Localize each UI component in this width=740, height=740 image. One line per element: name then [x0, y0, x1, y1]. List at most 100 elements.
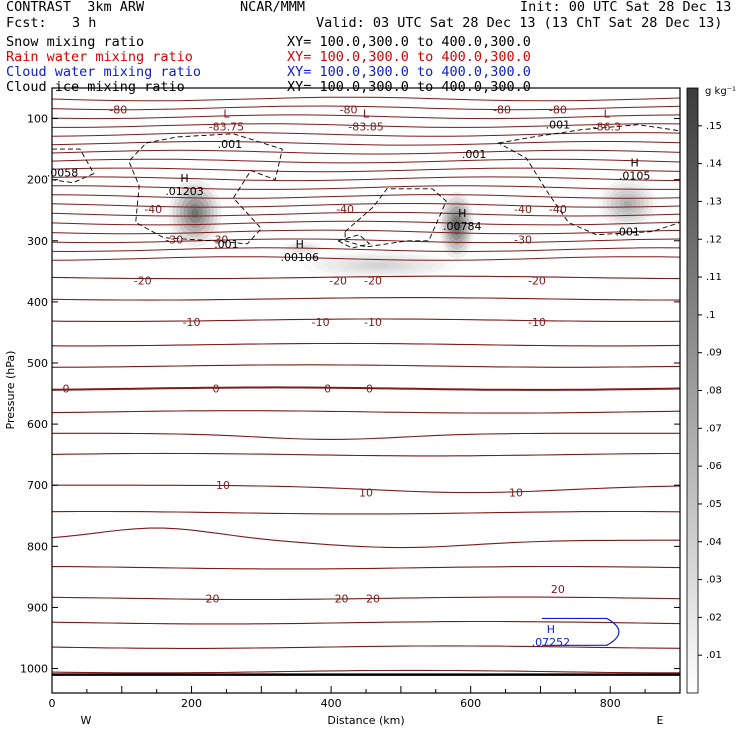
- extremum-kind-1: L: [363, 108, 370, 121]
- isotherm-upper-5: [52, 141, 680, 146]
- y-tick-label-1: 200: [27, 174, 48, 187]
- forecast-value: 3 h: [72, 15, 97, 31]
- isotherm-label-7-1: 20: [335, 592, 349, 605]
- ice-contour-label-5: .0058: [47, 166, 79, 179]
- colorbar-tick-label-10: .11: [706, 272, 722, 283]
- y-tick-label-6: 700: [27, 479, 48, 492]
- extremum-kind-6: H: [296, 238, 304, 251]
- isotherm-lower-5: [52, 386, 680, 391]
- isotherm-label-5-2: 0: [324, 383, 331, 396]
- colorbar-tick-label-1: .02: [706, 612, 722, 623]
- y-tick-label-2: 300: [27, 235, 48, 248]
- isotherm-label-4-1: -10: [312, 316, 330, 329]
- isotherm-upper-4: [52, 132, 680, 137]
- extremum-kind-3: H: [180, 172, 188, 185]
- cloud-water-loop: [541, 617, 620, 646]
- ice-contour-label-4: .001: [615, 226, 640, 239]
- extremum-value-7: .07252: [532, 636, 571, 649]
- y-tick-label-7: 800: [27, 540, 48, 553]
- colorbar-tick-label-11: .12: [706, 234, 722, 245]
- y-tick-label-8: 900: [27, 601, 48, 614]
- extremum-kind-0: L: [223, 108, 230, 121]
- cloud-ice-contour-0: [128, 133, 283, 245]
- extremum-value-0: -83.75: [209, 121, 244, 134]
- isotherm-lower-3: [52, 342, 680, 347]
- isotherm-upper-9: [52, 176, 680, 182]
- isotherm-label-1-3: -40: [549, 203, 567, 216]
- isotherm-upper-18: [52, 256, 680, 261]
- isotherm-label-3-3: -20: [528, 275, 546, 288]
- isotherm-label-3-0: -20: [134, 275, 152, 288]
- colorbar-ticks: .01 .02 .03 .04 .05 .06 .07 .08 .09 .1 .11 .12 .13 .1…: [698, 121, 722, 661]
- colorbar-tick-label-14: .15: [706, 121, 722, 132]
- y-axis-label: Pressure (hPa): [4, 351, 17, 430]
- isotherm-label-3-2: -20: [364, 275, 382, 288]
- isotherm-label-1-2: -40: [514, 203, 532, 216]
- isotherm-lower-4: [52, 364, 680, 368]
- isotherm-upper-17: [52, 247, 680, 253]
- colorbar-tick-label-6: .07: [706, 423, 722, 434]
- x-tick-label-3: 600: [460, 697, 481, 710]
- isotherm-label-0-1: -80: [340, 103, 358, 116]
- isotherm-label-2-0: -30: [165, 234, 183, 247]
- field-name-rain: Rain water mixing ratio: [6, 49, 193, 65]
- valid-time: Valid: 03 UTC Sat 28 Dec 13 (13 ChT Sat …: [316, 15, 723, 31]
- isotherm-lower-12: [52, 565, 680, 570]
- y-tick-label-4: 500: [27, 357, 48, 370]
- x-tick-label-4: 800: [600, 697, 621, 710]
- extremum-kind-7: H: [547, 623, 555, 636]
- extremum-kind-4: H: [458, 207, 466, 220]
- colorbar-tick-label-4: .05: [706, 499, 722, 510]
- extremum-value-6: .00106: [280, 251, 319, 264]
- extremum-kind-5: H: [631, 157, 639, 170]
- cloud-water-contour: [541, 617, 620, 646]
- snow-shade-3: [368, 263, 391, 268]
- ice-contour-label-0: .001: [218, 138, 243, 151]
- x-axis-label: Distance (km): [327, 714, 404, 727]
- isotherm-layer: [52, 96, 680, 676]
- snow-shade-2: [623, 200, 632, 208]
- isotherm-lower-14: [52, 620, 680, 625]
- isotherm-lower-1: [52, 297, 680, 301]
- isotherm-lower-13: [52, 596, 680, 601]
- isotherm-label-3-1: -20: [329, 275, 347, 288]
- isotherm-lower-16: [52, 669, 680, 674]
- isotherm-label-4-0: -10: [183, 316, 201, 329]
- field-xy-snow: XY= 100.0,300.0 to 400.0,300.0: [287, 34, 531, 50]
- field-xy-rain: XY= 100.0,300.0 to 400.0,300.0: [287, 49, 531, 65]
- isotherm-label-5-3: 0: [366, 383, 373, 396]
- isotherm-upper-16: [52, 238, 680, 244]
- colorbar-tick-label-8: .09: [706, 348, 722, 359]
- y-tick-label-3: 400: [27, 296, 48, 309]
- chart-title: CONTRAST 3km ARW: [6, 0, 145, 15]
- isotherm-lower-6: [52, 410, 680, 414]
- colorbar-tick-label-7: .08: [706, 386, 722, 397]
- cloud-ice-contour-layer: [52, 124, 680, 249]
- isotherm-label-0-3: -80: [549, 103, 567, 116]
- isotherm-label-4-3: -10: [528, 316, 546, 329]
- cloud-ice-contour-4: [52, 148, 95, 184]
- isotherm-label-5-0: 0: [62, 383, 69, 396]
- y-tick-label-5: 600: [27, 418, 48, 431]
- isotherm-upper-12: [52, 202, 680, 208]
- snow-shade-0: [191, 208, 199, 219]
- isotherm-upper-10: [52, 185, 680, 190]
- x-end-label-east: E: [657, 714, 664, 727]
- isotherm-label-6-0: 10: [216, 479, 230, 492]
- colorbar-tick-label-2: .03: [706, 575, 722, 586]
- isotherm-label-7-3: 20: [551, 583, 565, 596]
- colorbar-tick-label-13: .14: [706, 159, 722, 170]
- isotherm-lower-0: [52, 275, 680, 280]
- init-time: Init: 00 UTC Sat 28 Dec 13: [520, 0, 732, 15]
- isotherm-label-2-2: -30: [514, 234, 532, 247]
- y-tick-label-0: 100: [27, 113, 48, 126]
- x-tick-label-1: 200: [181, 697, 202, 710]
- isotherm-lower-7: [52, 432, 680, 440]
- extremum-value-3: .01203: [165, 185, 204, 198]
- isotherm-upper-0: [52, 96, 680, 102]
- isotherm-upper-8: [52, 167, 680, 173]
- extremum-value-4: .00784: [443, 220, 482, 233]
- field-name-cloud-water: Cloud water mixing ratio: [6, 64, 202, 80]
